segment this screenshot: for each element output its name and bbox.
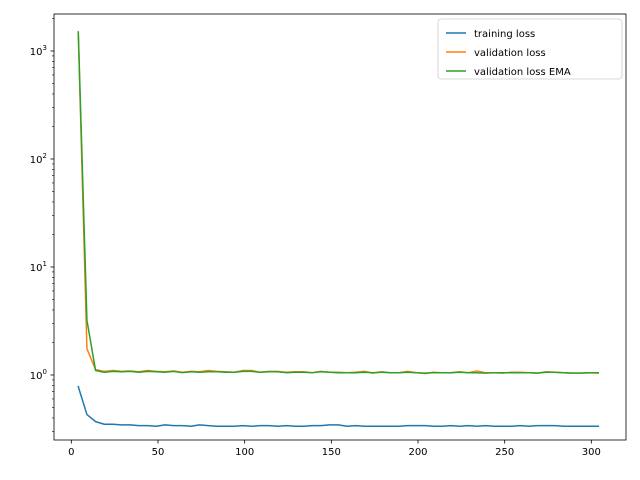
- series-line-2: [77, 31, 600, 374]
- x-tick-label-6: 300: [582, 447, 601, 458]
- legend-label-0: training loss: [474, 29, 535, 40]
- x-tick-label-2: 100: [235, 447, 254, 458]
- x-tick-label-5: 250: [495, 447, 514, 458]
- legend: training loss validation loss validation l…: [437, 18, 623, 80]
- legend-label-2: validation loss EMA: [474, 67, 571, 78]
- x-tick-label-3: 150: [322, 447, 341, 458]
- y-tick-label-3: 103: [30, 44, 47, 58]
- plot-frame: [53, 13, 627, 441]
- x-axis: 0 50 100 150 200 250 300: [68, 440, 601, 458]
- y-tick-label-1: 101: [30, 260, 47, 274]
- x-tick-label-4: 200: [408, 447, 427, 458]
- legend-box: [437, 18, 623, 80]
- y-tick-label-0: 100: [30, 368, 47, 382]
- series-line-0: [77, 385, 600, 428]
- x-tick-label-0: 0: [68, 447, 74, 458]
- y-axis: 100 101 102 103: [30, 18, 54, 432]
- series-layer: [77, 31, 600, 428]
- x-tick-label-1: 50: [152, 447, 165, 458]
- legend-label-1: validation loss: [474, 48, 546, 59]
- y-tick-label-2: 102: [30, 152, 47, 166]
